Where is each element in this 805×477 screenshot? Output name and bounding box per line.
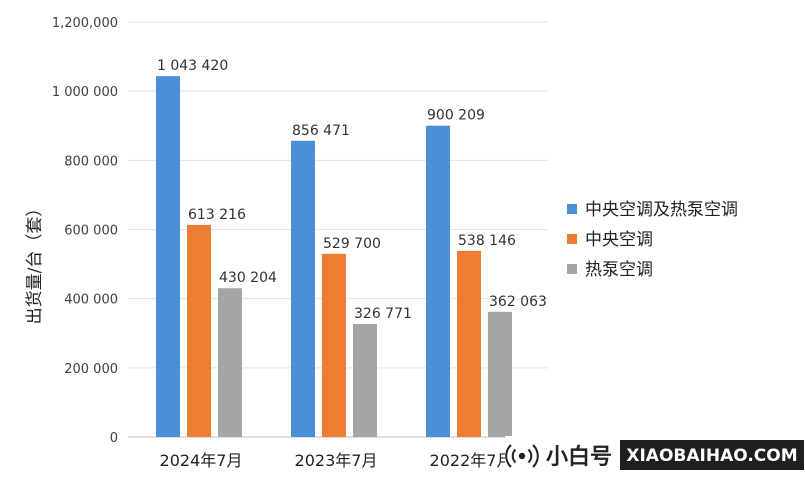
data-labels: 1 043 420 613 216 430 204 856 471 529 700 326… [157,58,547,322]
bars [156,76,512,438]
x-axis-categories: 2024年7月 2023年7月 2022年7月 [160,451,513,470]
x-category-label: 2024年7月 [160,451,243,470]
legend-entry: 中央空调 [585,230,653,250]
data-label: 900 209 [427,108,485,124]
y-tick-label: 400 000 [64,293,118,308]
bar [488,311,512,437]
x-category-label: 2023年7月 [295,451,378,470]
legend-swatch [567,204,577,214]
y-tick-label: 800 000 [64,154,118,169]
y-tick-label: 1 000 000 [52,85,118,100]
legend-swatch [567,264,577,274]
bar [218,288,242,437]
data-label: 529 700 [323,236,381,252]
bar [187,224,211,437]
watermark-badge: 小白号 XIAOBAIHAO.COM [505,436,805,477]
bar [156,76,180,438]
legend-entry: 热泵空调 [585,260,653,280]
y-tick-label: 1,200,000 [52,16,118,31]
data-label: 613 216 [188,207,246,223]
bar [322,253,346,437]
data-label: 1 043 420 [157,58,228,74]
x-category-label: 2022年7月 [430,451,513,470]
bar [426,125,450,437]
data-label: 538 146 [458,233,516,249]
watermark-brand-cn: 小白号 [546,444,612,470]
y-tick-label: 600 000 [64,224,118,239]
bar [291,140,315,437]
data-label: 430 204 [219,270,277,286]
bar [457,250,481,437]
y-tick-label: 200 000 [64,362,118,377]
legend-swatch [567,234,577,244]
legend-entry: 中央空调及热泵空调 [585,200,738,220]
watermark-brand-en: XIAOBAIHAO.COM [626,446,797,466]
y-tick-label: 0 [110,431,118,446]
bar [353,323,377,437]
y-axis-ticks: 0 200 000 400 000 600 000 800 000 1 000 000 1,… [52,16,118,446]
data-label: 362 063 [489,294,547,310]
data-label: 326 771 [354,306,412,322]
data-label: 856 471 [292,123,350,139]
y-axis-label: 出货量/台（套） [25,200,45,325]
broadcast-icon [505,444,539,468]
